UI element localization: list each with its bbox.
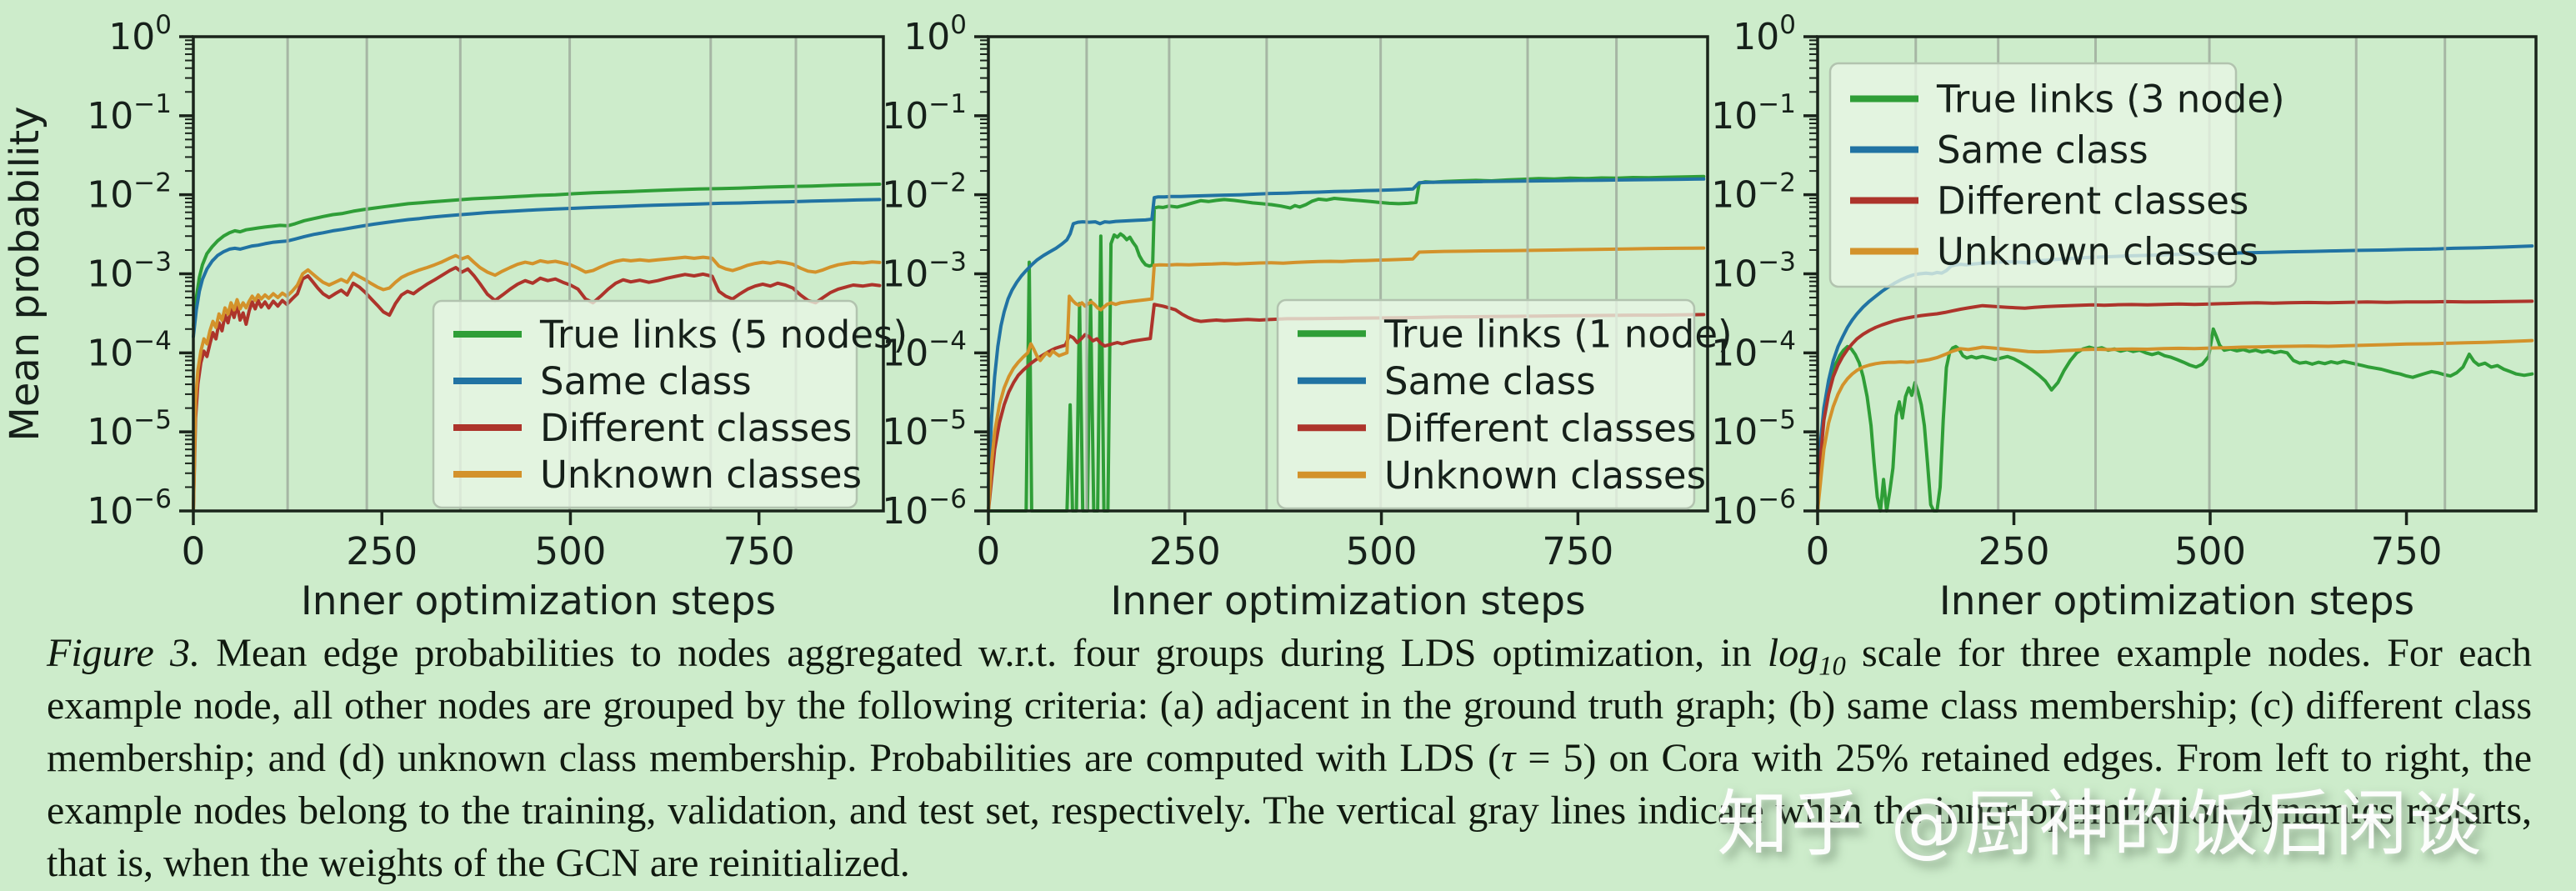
x-axis-label: Inner optimization steps bbox=[301, 578, 776, 624]
y-tick-label: 10−2 bbox=[87, 168, 172, 217]
caption-segment: Figure 3. bbox=[47, 631, 201, 675]
legend-label: True links (1 node) bbox=[1383, 312, 1733, 356]
plot-panel-1: 100 10−1 10−2 10−3 10−4 10−5 10−60 250 500 750 Inn… bbox=[2, 10, 908, 624]
x-tick-label: 500 bbox=[2174, 529, 2246, 573]
y-tick-label: 10−4 bbox=[1711, 326, 1796, 374]
legend-label: Same class bbox=[1937, 128, 2148, 173]
legend-box bbox=[1828, 62, 2238, 288]
y-axis-label: Mean probability bbox=[2, 106, 48, 441]
caption-segment: = 5) on Cora with 25% retained edges. Fr… bbox=[47, 736, 2532, 885]
y-tick-label: 10−1 bbox=[882, 89, 967, 138]
y-tick-label: 10−3 bbox=[87, 248, 172, 296]
y-tick-label: 100 bbox=[108, 10, 172, 58]
caption-segment: Mean edge probabilities to nodes aggrega… bbox=[200, 631, 1768, 675]
series-line-unknown-classes bbox=[987, 246, 1706, 513]
legend-label: Same class bbox=[540, 359, 752, 403]
x-tick-label: 0 bbox=[977, 529, 1001, 573]
x-axis-label: Inner optimization steps bbox=[1939, 578, 2414, 624]
y-tick-label: 10−2 bbox=[1711, 168, 1796, 217]
series-line-same-class bbox=[987, 177, 1706, 489]
y-tick-label: 10−6 bbox=[1711, 484, 1796, 533]
x-tick-label: 750 bbox=[723, 529, 795, 573]
legend-label: Unknown classes bbox=[540, 453, 862, 497]
plot-panel-2: 100 10−1 10−2 10−3 10−4 10−5 10−60 250 500 750 Inn… bbox=[882, 10, 1732, 624]
legend-box bbox=[1276, 298, 1696, 510]
y-tick-label: 10−4 bbox=[882, 326, 967, 374]
x-tick-label: 750 bbox=[1542, 529, 1613, 573]
y-tick-label: 100 bbox=[903, 10, 967, 58]
y-tick-label: 10−2 bbox=[882, 168, 967, 217]
y-tick-label: 10−3 bbox=[1711, 248, 1796, 296]
y-tick-label: 10−5 bbox=[882, 405, 967, 453]
series-line-unknown-classes bbox=[192, 253, 882, 513]
y-tick-label: 10−5 bbox=[1711, 405, 1796, 453]
legend-label: Different classes bbox=[1937, 179, 2248, 223]
caption-segment: log bbox=[1767, 631, 1819, 675]
caption-segment: 10 bbox=[1818, 651, 1846, 682]
y-tick-label: 10−6 bbox=[882, 484, 967, 533]
legend-label: Different classes bbox=[1384, 406, 1696, 450]
legend-label: Same class bbox=[1384, 359, 1596, 403]
x-tick-label: 500 bbox=[535, 529, 607, 573]
x-tick-label: 250 bbox=[1978, 529, 2050, 573]
plot-panel-3: 100 10−1 10−2 10−3 10−4 10−5 10−60 250 500 750 Inn… bbox=[1711, 10, 2538, 624]
y-tick-label: 10−6 bbox=[87, 484, 172, 533]
legend: True links (5 nodes)Same classDifferent … bbox=[432, 299, 908, 509]
series-line-same-class bbox=[192, 198, 882, 338]
x-tick-label: 0 bbox=[1806, 529, 1830, 573]
x-tick-label: 500 bbox=[1346, 529, 1418, 573]
legend-label: True links (3 node) bbox=[1936, 78, 2285, 122]
figure-caption: Figure 3. Mean edge probabilities to nod… bbox=[47, 627, 2532, 889]
y-tick-label: 10−1 bbox=[1711, 89, 1796, 138]
y-tick-label: 100 bbox=[1733, 10, 1796, 58]
x-axis-label: Inner optimization steps bbox=[1110, 578, 1585, 624]
legend-label: True links (5 nodes) bbox=[539, 313, 908, 357]
y-tick-label: 10−4 bbox=[87, 326, 172, 374]
x-tick-label: 750 bbox=[2371, 529, 2443, 573]
charts-row: 100 10−1 10−2 10−3 10−4 10−5 10−6 0 250 500 750 Inn… bbox=[2, 10, 2538, 624]
x-tick-label: 250 bbox=[346, 529, 418, 573]
caption-segment: τ bbox=[1501, 736, 1516, 780]
legend-label: Unknown classes bbox=[1937, 230, 2258, 274]
caption-segment: scale for three example nodes. For each … bbox=[47, 631, 2532, 780]
y-tick-label: 10−3 bbox=[882, 248, 967, 296]
x-tick-label: 0 bbox=[182, 529, 206, 573]
series-line-true-links-3-node bbox=[1816, 327, 2534, 513]
y-tick-label: 10−1 bbox=[87, 89, 172, 138]
y-tick-label: 10−5 bbox=[87, 405, 172, 453]
series-line-different-classes bbox=[1816, 299, 2534, 513]
x-tick-label: 250 bbox=[1149, 529, 1221, 573]
legend: True links (3 node) Same class Different c… bbox=[1828, 62, 2285, 288]
legend-box bbox=[432, 299, 858, 509]
series-line-true-links-5-nodes bbox=[192, 183, 882, 328]
legend-label: Unknown classes bbox=[1384, 453, 1706, 498]
legend-label: Different classes bbox=[540, 406, 852, 450]
series-line-different-classes bbox=[192, 266, 882, 513]
series-line-unknown-classes bbox=[1816, 338, 2534, 513]
